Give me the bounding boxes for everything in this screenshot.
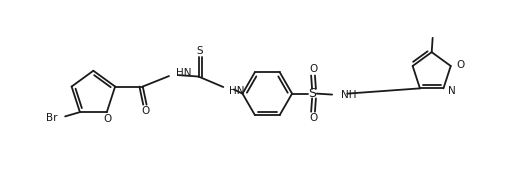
- Text: HN: HN: [229, 86, 244, 96]
- Text: O: O: [309, 64, 317, 74]
- Text: HN: HN: [175, 68, 191, 78]
- Text: Br: Br: [46, 113, 58, 123]
- Text: O: O: [141, 106, 149, 116]
- Text: O: O: [104, 114, 112, 124]
- Text: NH: NH: [340, 90, 356, 100]
- Text: S: S: [196, 46, 203, 56]
- Text: S: S: [308, 87, 316, 100]
- Text: O: O: [309, 113, 317, 123]
- Text: O: O: [456, 60, 464, 70]
- Text: N: N: [447, 86, 455, 96]
